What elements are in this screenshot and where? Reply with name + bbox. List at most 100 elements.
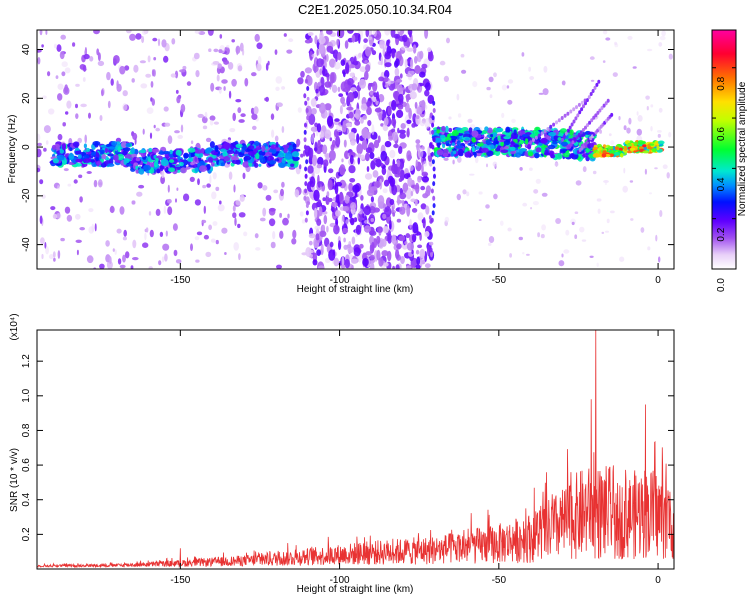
spectral-blob bbox=[239, 194, 245, 202]
spectral-blob bbox=[557, 137, 562, 141]
spectral-blob bbox=[319, 44, 325, 55]
spectral-blob bbox=[93, 30, 100, 35]
spectral-blob bbox=[86, 255, 94, 264]
spectral-blob bbox=[365, 152, 370, 162]
spectral-blob bbox=[343, 71, 346, 78]
spectral-blob bbox=[234, 217, 237, 226]
spectral-blob bbox=[348, 64, 356, 69]
spectral-blob bbox=[65, 111, 69, 115]
spectral-blob bbox=[308, 240, 313, 246]
spectral-blob bbox=[270, 241, 276, 249]
spectral-blob bbox=[406, 242, 414, 251]
spectral-blob bbox=[457, 113, 462, 118]
spectral-blob bbox=[318, 36, 326, 45]
spectral-blob bbox=[135, 165, 139, 170]
spectral-blob bbox=[265, 63, 269, 71]
spectral-blob bbox=[394, 67, 400, 77]
spectral-blob bbox=[83, 143, 87, 149]
spectral-blob bbox=[155, 208, 161, 216]
spectral-blob bbox=[52, 157, 60, 164]
spectral-blob bbox=[140, 153, 146, 158]
spectral-blob bbox=[164, 167, 168, 171]
spectral-blob bbox=[478, 219, 482, 221]
spectral-blob bbox=[79, 196, 83, 203]
spectral-blob bbox=[419, 120, 426, 127]
spectral-blob bbox=[510, 151, 516, 155]
spectral-blob bbox=[235, 143, 243, 149]
spectral-blob bbox=[63, 168, 69, 172]
spectral-blob bbox=[220, 162, 225, 167]
spectral-blob bbox=[64, 67, 71, 74]
spectral-blob bbox=[197, 178, 200, 186]
spectral-blob bbox=[257, 55, 262, 65]
snr-axes: -150 -100 -50 0 0.2 0.4 0.6 0.8 1.0 1.2 bbox=[21, 330, 674, 586]
spectral-blob bbox=[328, 168, 334, 174]
spectral-blob bbox=[332, 197, 336, 202]
spectral-blob bbox=[276, 102, 283, 107]
spectral-blob bbox=[159, 165, 164, 171]
spectral-blob bbox=[304, 188, 308, 194]
spectral-blob bbox=[417, 147, 424, 159]
spectral-blob bbox=[80, 103, 87, 108]
spectral-blob bbox=[390, 30, 396, 38]
spectral-blob bbox=[387, 80, 395, 85]
spectral-blob bbox=[629, 180, 634, 183]
spectral-blob bbox=[407, 70, 415, 75]
spectral-blob bbox=[411, 249, 414, 255]
spectral-blob bbox=[612, 72, 618, 77]
spectral-blob bbox=[340, 264, 346, 269]
spectral-blob bbox=[213, 48, 219, 53]
spectral-blob bbox=[97, 60, 105, 67]
spectral-blob bbox=[355, 224, 362, 235]
spectral-blob bbox=[541, 192, 548, 197]
spectral-blob bbox=[281, 181, 285, 188]
spectral-blob bbox=[314, 56, 318, 67]
spectral-blob bbox=[519, 167, 523, 171]
spectral-blob bbox=[276, 264, 282, 269]
spectral-blob bbox=[207, 30, 214, 36]
spectral-blob bbox=[367, 120, 372, 127]
spectral-blob bbox=[37, 148, 42, 158]
spectral-blob bbox=[105, 240, 110, 247]
spectral-blob bbox=[589, 255, 594, 258]
spectral-blob bbox=[251, 72, 257, 77]
spectral-blob bbox=[219, 34, 223, 39]
spectral-blob bbox=[415, 264, 421, 269]
spectral-blob bbox=[67, 183, 72, 187]
spectral-blob bbox=[341, 214, 345, 226]
spectral-blob bbox=[572, 107, 576, 112]
spectral-blob bbox=[303, 129, 307, 135]
spectral-blob bbox=[503, 136, 511, 140]
spectral-blob bbox=[382, 81, 386, 87]
spectral-blob bbox=[589, 92, 593, 96]
spectral-blob bbox=[145, 73, 152, 78]
spectral-blob bbox=[57, 93, 63, 101]
spectral-blob bbox=[150, 81, 154, 88]
spectral-blob bbox=[274, 158, 280, 162]
spectral-blob bbox=[304, 173, 308, 179]
spectral-blob bbox=[223, 155, 230, 162]
spectral-blob bbox=[431, 144, 435, 150]
spectral-blob bbox=[363, 205, 371, 216]
spectral-blob bbox=[518, 236, 523, 241]
spectral-blob bbox=[47, 71, 51, 77]
spectral-blob bbox=[101, 154, 107, 160]
spectral-blob bbox=[152, 37, 158, 42]
spectral-blob bbox=[511, 118, 516, 123]
spectral-blob bbox=[432, 195, 436, 201]
spectral-blob bbox=[406, 127, 410, 138]
spectral-blob bbox=[487, 242, 492, 246]
spectral-blob bbox=[384, 52, 391, 60]
spectral-blob bbox=[576, 113, 580, 118]
spectral-blob bbox=[601, 153, 607, 158]
spectral-blob bbox=[471, 137, 477, 143]
spectral-blob bbox=[279, 212, 282, 218]
spectral-blob bbox=[335, 218, 339, 226]
spectral-blob bbox=[412, 222, 419, 234]
spectral-blob bbox=[294, 189, 300, 198]
spectral-blob bbox=[393, 120, 396, 129]
spectral-blob bbox=[537, 232, 540, 238]
spectral-blob bbox=[338, 93, 344, 97]
spectral-blob bbox=[391, 131, 398, 142]
spectral-blob bbox=[272, 231, 276, 240]
